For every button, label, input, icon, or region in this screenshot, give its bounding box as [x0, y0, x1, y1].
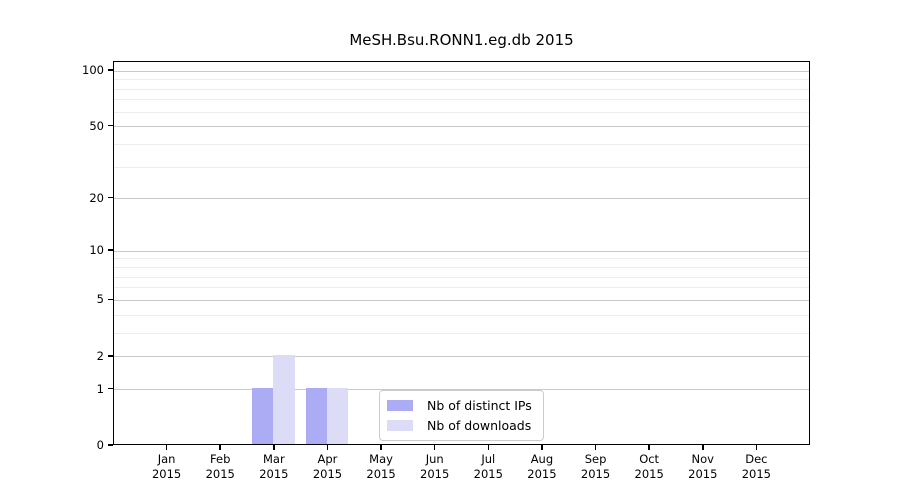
y-tick: [107, 69, 113, 71]
x-tick-year: 2015: [259, 467, 289, 481]
legend-row: Nb of distinct IPs: [387, 398, 532, 413]
bar-nb-of-distinct-ips: [305, 387, 327, 444]
gridline-minor: [114, 143, 809, 145]
plot-area: Nb of distinct IPs Nb of downloads: [113, 61, 810, 445]
x-tick: [165, 445, 168, 450]
x-tick-year: 2015: [366, 467, 396, 481]
y-tick-label: 10: [89, 243, 104, 258]
x-tick-label: Apr 2015: [297, 452, 357, 482]
y-tick-label: 50: [89, 118, 104, 133]
x-tick-label: Sep 2015: [566, 452, 626, 482]
x-tick-year: 2015: [312, 467, 343, 481]
gridline-major: [114, 389, 809, 391]
x-tick-month: Jun: [425, 452, 444, 466]
gridline-major: [114, 299, 809, 301]
chart-title: MeSH.Bsu.RONN1.eg.db 2015: [349, 31, 574, 49]
x-tick-label: Mar 2015: [244, 452, 304, 482]
x-tick: [541, 445, 543, 450]
x-tick-label: Dec 2015: [726, 452, 786, 482]
legend-row: Nb of downloads: [387, 418, 532, 433]
bar-nb-of-distinct-ips: [251, 387, 274, 444]
x-tick: [433, 445, 436, 450]
legend: Nb of distinct IPs Nb of downloads: [379, 390, 544, 441]
x-tick: [380, 445, 382, 450]
gridline-major: [114, 198, 809, 200]
x-tick: [648, 445, 650, 450]
gridline-major: [114, 126, 809, 128]
bar-nb-of-downloads: [326, 387, 349, 444]
gridline-minor: [114, 111, 809, 113]
y-tick: [107, 249, 113, 251]
gridline-minor: [114, 88, 809, 90]
x-tick-year: 2015: [527, 467, 557, 481]
x-tick-month: Jul: [481, 452, 496, 466]
y-tick: [107, 444, 113, 446]
y-tick: [107, 355, 113, 357]
y-tick-label: 100: [82, 63, 104, 78]
y-tick: [107, 298, 113, 301]
x-tick-month: Aug: [530, 452, 554, 466]
bar-nb-of-downloads: [273, 354, 295, 444]
y-tick-label: 2: [96, 348, 104, 363]
x-tick: [755, 445, 758, 450]
y-tick-label: 1: [96, 381, 104, 396]
y-tick: [107, 196, 113, 199]
x-tick-month: Feb: [210, 452, 231, 466]
x-tick-label: Nov 2015: [673, 452, 733, 482]
x-tick-year: 2015: [473, 467, 503, 481]
legend-swatch: [387, 420, 413, 431]
y-tick: [107, 387, 113, 390]
x-tick-month: May: [369, 452, 393, 466]
x-tick-year: 2015: [688, 467, 718, 481]
gridline-minor: [114, 99, 809, 101]
gridline-minor: [114, 166, 809, 168]
x-tick-month: Nov: [691, 452, 714, 466]
x-tick-year: 2015: [580, 467, 611, 481]
x-tick-label: Jan 2015: [137, 452, 197, 482]
x-tick: [219, 445, 221, 450]
x-tick-month: Dec: [745, 452, 768, 466]
y-tick-label: 0: [96, 438, 104, 452]
x-tick-month: Sep: [584, 452, 607, 466]
plot-inner: [114, 62, 809, 444]
x-tick-month: Jan: [157, 452, 176, 466]
gridline-minor: [114, 79, 809, 81]
x-tick-month: Apr: [317, 452, 338, 466]
x-tick: [702, 445, 704, 450]
gridline-major: [114, 356, 809, 358]
x-tick-label: Feb 2015: [190, 452, 250, 482]
x-tick-label: Jun 2015: [405, 452, 465, 482]
x-tick: [326, 445, 329, 450]
gridline-minor: [114, 258, 809, 260]
gridline-minor: [114, 267, 809, 269]
x-tick-month: Oct: [639, 452, 660, 466]
x-tick-label: Aug 2015: [512, 452, 572, 482]
x-tick-label: May 2015: [351, 452, 411, 482]
x-tick-year: 2015: [151, 467, 182, 481]
y-tick-label: 5: [96, 292, 104, 307]
y-tick-label: 20: [89, 190, 104, 205]
x-tick: [273, 445, 275, 450]
x-tick-month: Mar: [262, 452, 285, 466]
legend-label: Nb of downloads: [427, 418, 532, 433]
x-tick: [594, 445, 597, 450]
x-tick-label: Oct 2015: [619, 452, 679, 482]
y-tick: [107, 124, 113, 127]
gridline-minor: [114, 276, 809, 278]
legend-label: Nb of distinct IPs: [427, 398, 532, 413]
gridline-major: [114, 250, 809, 252]
x-tick-label: Jul 2015: [458, 452, 518, 482]
x-tick-year: 2015: [205, 467, 235, 481]
gridline-major: [114, 70, 809, 72]
gridline-minor: [114, 332, 809, 334]
x-tick-year: 2015: [634, 467, 664, 481]
x-tick-year: 2015: [741, 467, 772, 481]
gridline-minor: [114, 287, 809, 289]
x-tick-year: 2015: [420, 467, 450, 481]
gridline-minor: [114, 314, 809, 316]
x-tick: [487, 445, 490, 450]
legend-swatch: [387, 400, 413, 411]
